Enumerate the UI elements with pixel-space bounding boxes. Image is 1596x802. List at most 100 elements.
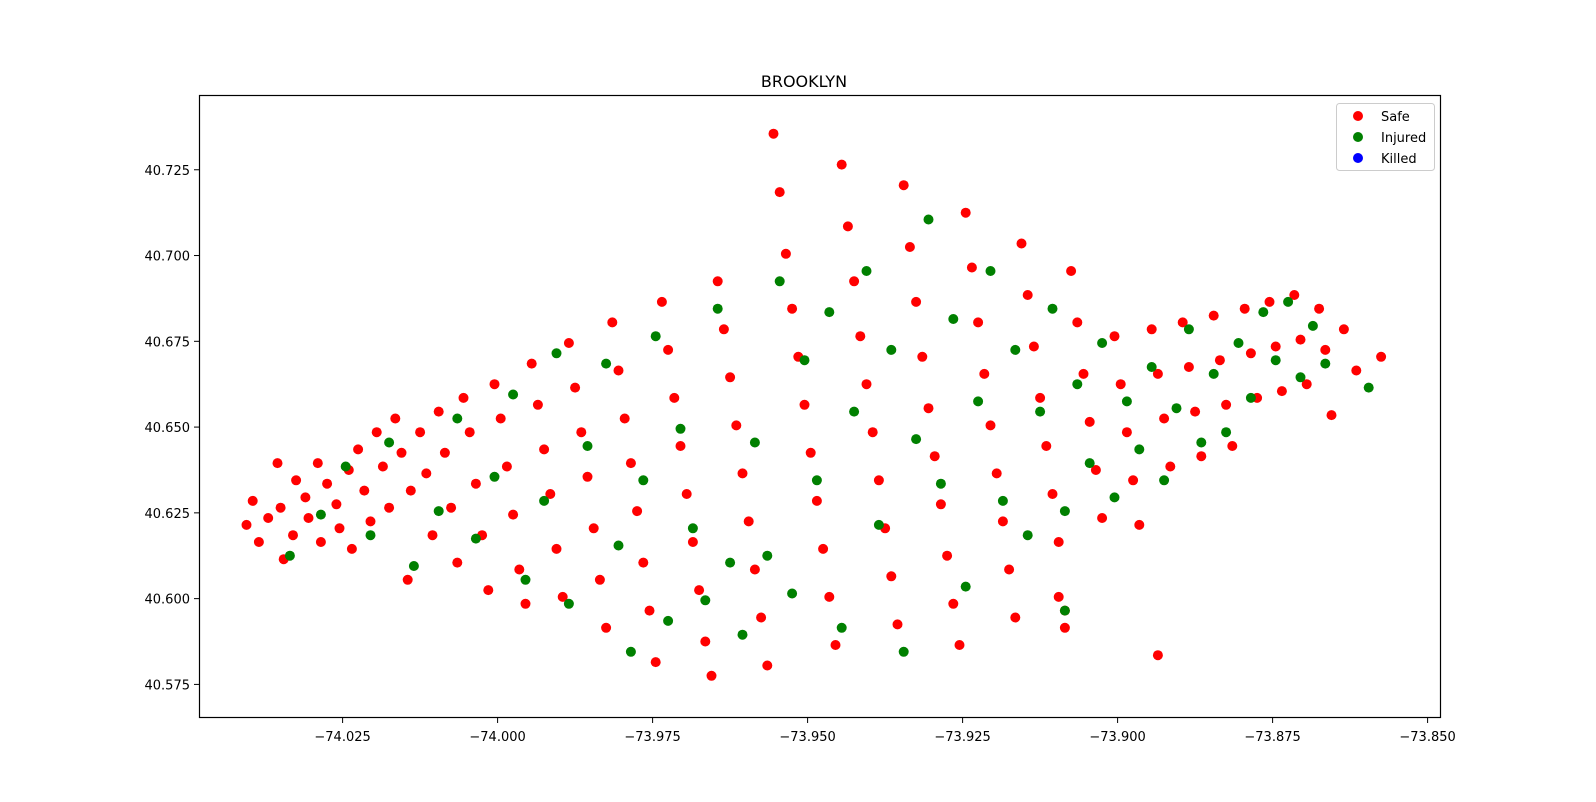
scatter-point-injured <box>1270 355 1281 366</box>
scatter-point-injured <box>1022 530 1033 541</box>
scatter-point-safe <box>737 468 748 479</box>
scatter-point-safe <box>1022 290 1033 300</box>
legend-marker-injured <box>1353 132 1363 142</box>
x-tick-label: −73.850 <box>1399 730 1455 745</box>
scatter-point-safe <box>712 276 723 287</box>
scatter-point-safe <box>1010 612 1021 623</box>
scatter-point-safe <box>911 296 922 307</box>
scatter-point-injured <box>911 434 922 445</box>
scatter-point-safe <box>669 392 680 403</box>
scatter-point-safe <box>405 485 416 496</box>
scatter-point-safe <box>768 128 779 139</box>
scatter-point-safe <box>359 485 370 496</box>
scatter-point-safe <box>545 489 556 499</box>
x-tick-label: −73.925 <box>934 730 990 745</box>
scatter-point-injured <box>1134 444 1145 455</box>
scatter-point-injured <box>1084 458 1095 469</box>
scatter-point-injured <box>836 622 847 633</box>
x-tick-label: −74.000 <box>469 730 525 745</box>
scatter-point-safe <box>830 640 841 650</box>
scatter-point-safe <box>1239 303 1250 314</box>
scatter-point-safe <box>495 413 506 424</box>
scatter-point-safe <box>935 499 946 510</box>
scatter-point-safe <box>300 492 311 503</box>
scatter-point-safe <box>811 495 822 506</box>
legend-marker-killed <box>1353 153 1363 163</box>
scatter-point-safe <box>706 670 717 681</box>
scatter-point-safe <box>1159 413 1170 424</box>
scatter-point-safe <box>644 605 655 616</box>
scatter-point-safe <box>656 296 667 307</box>
scatter-point-safe <box>904 242 915 252</box>
scatter-point-safe <box>917 351 928 362</box>
scatter-point-safe <box>991 468 1002 479</box>
scatter-point-safe <box>1227 441 1238 451</box>
scatter-point-injured <box>663 615 674 626</box>
scatter-point-safe <box>1115 379 1126 390</box>
scatter-point-safe <box>247 495 258 506</box>
scatter-point-safe <box>873 475 884 486</box>
scatter-point-safe <box>650 657 661 668</box>
scatter-point-injured <box>1047 303 1058 314</box>
scatter-point-safe <box>288 530 298 541</box>
scatter-point-safe <box>613 365 624 376</box>
scatter-point-injured <box>1059 506 1070 517</box>
scatter-point-safe <box>334 523 345 534</box>
scatter-point-safe <box>1072 317 1083 328</box>
scatter-point-safe <box>756 612 767 623</box>
scatter-point-injured <box>1363 382 1374 393</box>
scatter-point-safe <box>514 564 525 575</box>
scatter-point-injured <box>923 214 934 225</box>
scatter-point-injured <box>408 561 419 571</box>
scatter-point-injured <box>1258 307 1269 318</box>
scatter-point-safe <box>303 513 314 523</box>
scatter-point-injured <box>749 437 760 448</box>
scatter-point-safe <box>396 447 407 458</box>
y-tick-label: 40.675 <box>145 335 191 350</box>
scatter-point-safe <box>731 420 742 431</box>
scatter-point-injured <box>935 478 946 489</box>
scatter-point-injured <box>539 495 550 506</box>
scatter-point-injured <box>508 389 519 400</box>
scatter-point-safe <box>966 262 977 273</box>
scatter-point-injured <box>700 595 711 606</box>
legend-marker-safe <box>1353 111 1363 121</box>
plot-area-frame <box>198 94 1442 719</box>
scatter-point-safe <box>377 461 388 472</box>
scatter-point-injured <box>601 358 612 369</box>
scatter-point-safe <box>539 444 550 455</box>
scatter-point-safe <box>464 427 475 438</box>
scatter-point-safe <box>253 537 264 547</box>
scatter-point-safe <box>774 187 785 198</box>
scatter-point-safe <box>954 640 965 650</box>
scatter-point-safe <box>1314 303 1325 314</box>
scatter-point-injured <box>960 581 971 592</box>
scatter-point-safe <box>1028 341 1039 352</box>
scatter-point-injured <box>638 475 649 486</box>
scatter-point-safe <box>315 537 326 547</box>
scatter-point-safe <box>1196 451 1207 462</box>
scatter-point-safe <box>849 276 860 287</box>
scatter-point-safe <box>594 574 605 585</box>
y-tick-label: 40.575 <box>145 678 191 693</box>
x-tick-label: −74.025 <box>314 730 370 745</box>
scatter-point-safe <box>483 585 494 596</box>
scatter-point-injured <box>948 314 959 324</box>
scatter-point-safe <box>1090 465 1101 475</box>
scatter-point-injured <box>1307 320 1318 331</box>
scatter-point-safe <box>588 523 599 534</box>
scatter-point-safe <box>892 619 903 630</box>
scatter-point-safe <box>1053 591 1064 602</box>
scatter-point-safe <box>923 403 934 414</box>
y-tick-label: 40.625 <box>145 507 191 522</box>
scatter-point-safe <box>1152 368 1163 379</box>
x-tick-label: −73.975 <box>624 730 680 745</box>
scatter-point-safe <box>861 379 872 390</box>
scatter-point-safe <box>1152 650 1163 661</box>
chart-title: BROOKLYN <box>761 72 847 91</box>
scatter-point-injured <box>886 344 897 355</box>
scatter-point-injured <box>470 533 481 544</box>
scatter-point-safe <box>322 478 333 489</box>
scatter-point-safe <box>508 509 519 520</box>
